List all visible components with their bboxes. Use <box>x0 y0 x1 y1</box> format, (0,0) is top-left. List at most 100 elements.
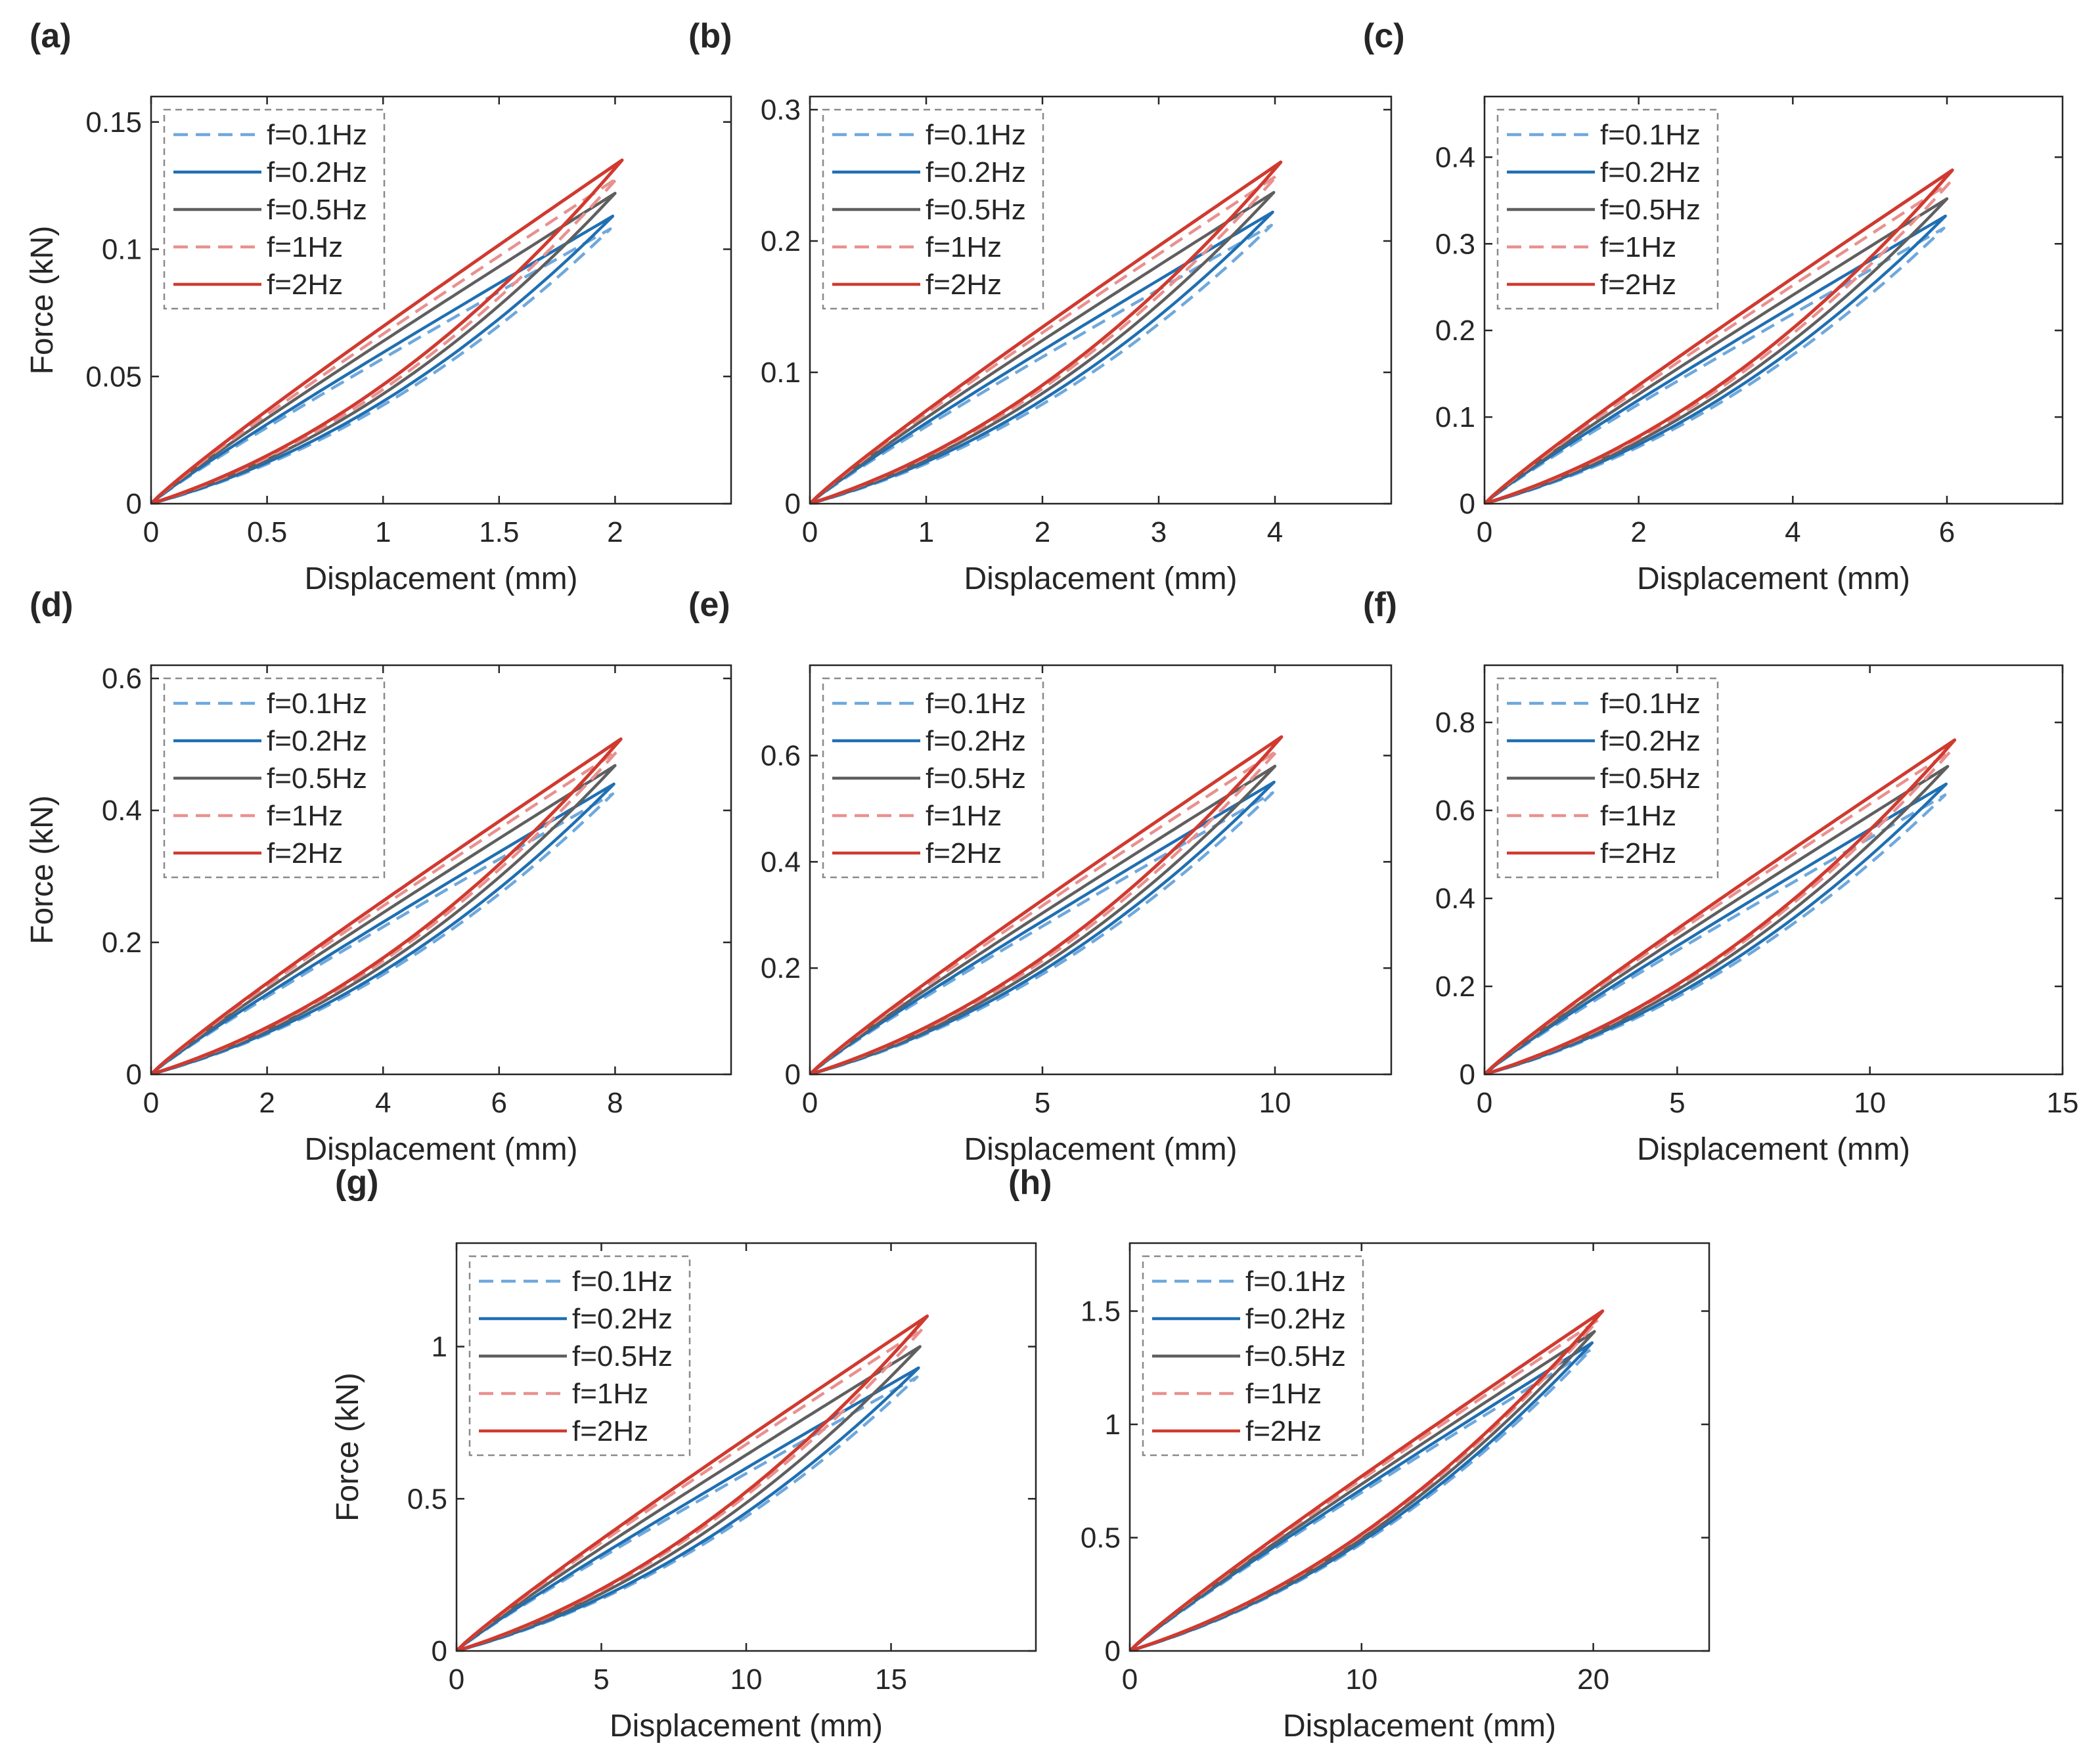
legend-entry: f=2Hz <box>926 837 1002 869</box>
x-tick-label: 0 <box>802 516 818 548</box>
x-tick-label: 0 <box>1477 516 1492 548</box>
legend-entry: f=1Hz <box>1600 800 1676 832</box>
legend-entry: f=0.5Hz <box>1245 1340 1346 1372</box>
legend-entry: f=0.1Hz <box>267 688 367 720</box>
y-tick-label: 0.2 <box>761 952 801 984</box>
x-tick-label: 5 <box>1669 1087 1685 1119</box>
y-tick-label: 0.1 <box>761 357 801 389</box>
legend-entry: f=0.2Hz <box>267 156 367 188</box>
series-line-f-2Hz <box>151 737 623 1074</box>
y-tick-label: 0.5 <box>407 1483 447 1515</box>
x-tick-label: 0 <box>1122 1663 1138 1696</box>
axes-box <box>809 664 1393 1076</box>
y-tick-label: 0.4 <box>1435 883 1475 915</box>
x-axis-title: Displacement (mm) <box>304 1132 577 1167</box>
series-line-f-2Hz <box>1130 1309 1605 1651</box>
x-axis-title: Displacement (mm) <box>964 1132 1237 1167</box>
series-line-f-1Hz <box>1485 181 1951 504</box>
series-line-f-2Hz <box>1485 738 1957 1074</box>
series-line-f-0-1Hz <box>1485 793 1947 1074</box>
panel-a: (a) 0 0.5 1 1.5 2 0 0.05 0.1 0.15 Displacement (mm… <box>25 17 732 596</box>
legend-entry: f=0.5Hz <box>1600 762 1701 795</box>
series-line-f-1Hz <box>810 173 1279 504</box>
panel-label: (b) <box>688 17 732 55</box>
legend: f=0.1Hz f=0.2Hz f=0.5Hz f=1Hz f=2Hz <box>163 677 386 879</box>
y-tick-label: 0 <box>1460 1059 1475 1091</box>
panel-d: (d) 0 2 4 6 8 0 0.2 0.4 0.6 Displacement (mm) Force… <box>25 586 732 1167</box>
y-tick-label: 0 <box>1460 488 1475 520</box>
panel-label: (g) <box>335 1164 378 1202</box>
x-tick-label: 0 <box>802 1087 818 1119</box>
x-tick-label: 4 <box>1267 516 1283 548</box>
legend: f=0.1Hz f=0.2Hz f=0.5Hz f=1Hz f=2Hz <box>163 108 386 310</box>
x-tick-label: 4 <box>375 1087 391 1119</box>
series-line-f-0-2Hz <box>151 782 615 1074</box>
legend: f=0.1Hz f=0.2Hz f=0.5Hz f=1Hz f=2Hz <box>1496 108 1719 310</box>
x-tick-label: 2 <box>607 516 623 548</box>
legend-entry: f=0.1Hz <box>1600 688 1701 720</box>
legend-entry: f=0.5Hz <box>926 194 1026 226</box>
y-tick-label: 0.2 <box>761 225 801 257</box>
legend-entry: f=2Hz <box>1600 837 1676 869</box>
legend-entry: f=2Hz <box>267 837 343 869</box>
panel-f: (f) 0 5 10 15 0 0.2 0.4 0.6 0.8 Displacement (mm) f… <box>1363 586 2078 1167</box>
x-tick-label: 1 <box>375 516 391 548</box>
y-tick-label: 0.8 <box>1435 707 1475 739</box>
legend: f=0.1Hz f=0.2Hz f=0.5Hz f=1Hz f=2Hz <box>822 108 1044 310</box>
x-axis-title: Displacement (mm) <box>1283 1709 1556 1744</box>
series-group <box>1485 168 1954 504</box>
panel-c: (c) 0 2 4 6 0 0.1 0.2 0.3 0.4 Displacement (mm) f=0… <box>1363 17 2064 596</box>
legend-entry: f=1Hz <box>926 231 1002 263</box>
panel-e: (e) 0 5 10 0 0.2 0.4 0.6 Displacement (mm) f=0.1H… <box>688 586 1393 1167</box>
series-line-f-2Hz <box>457 1314 929 1651</box>
y-tick-label: 0 <box>432 1635 447 1667</box>
axes-box <box>150 95 732 505</box>
series-line-f-0-2Hz <box>457 1366 920 1651</box>
legend-entry: f=0.2Hz <box>1600 725 1701 757</box>
axes-box <box>1483 95 2064 505</box>
x-tick-label: 10 <box>1854 1087 1886 1119</box>
x-tick-label: 2 <box>259 1087 275 1119</box>
y-tick-label: 0 <box>126 1059 142 1091</box>
legend-entry: f=1Hz <box>1245 1378 1322 1410</box>
x-tick-label: 0 <box>143 1087 159 1119</box>
series-line-f-0-5Hz <box>810 190 1276 504</box>
legend-entry: f=0.1Hz <box>926 119 1026 151</box>
y-axis-title: Force (kN) <box>330 1372 365 1522</box>
series-line-f-1Hz <box>151 176 619 504</box>
panel-label: (f) <box>1363 586 1397 624</box>
series-line-f-0-2Hz <box>810 780 1276 1074</box>
legend-entry: f=2Hz <box>267 269 343 301</box>
series-line-f-0-1Hz <box>1485 227 1946 504</box>
y-tick-label: 0.2 <box>1435 971 1475 1003</box>
series-group <box>1130 1309 1605 1651</box>
legend: f=0.1Hz f=0.2Hz f=0.5Hz f=1Hz f=2Hz <box>1142 1255 1364 1457</box>
x-tick-label: 0 <box>449 1663 464 1696</box>
y-tick-label: 0.4 <box>102 795 142 827</box>
legend-entry: f=0.5Hz <box>267 194 367 226</box>
series-line-f-0-1Hz <box>810 791 1274 1074</box>
x-axis-title: Displacement (mm) <box>964 561 1237 596</box>
panel-label: (e) <box>688 586 730 624</box>
legend-entry: f=0.1Hz <box>1245 1265 1346 1298</box>
legend-entry: f=0.1Hz <box>1600 119 1701 151</box>
y-tick-label: 1 <box>1105 1409 1121 1441</box>
x-tick-label: 6 <box>1939 516 1955 548</box>
x-axis-title: Displacement (mm) <box>1637 561 1910 596</box>
x-tick-label: 1 <box>918 516 934 548</box>
legend-entry: f=0.1Hz <box>267 119 367 151</box>
legend-entry: f=0.5Hz <box>926 762 1026 795</box>
legend: f=0.1Hz f=0.2Hz f=0.5Hz f=1Hz f=2Hz <box>822 677 1044 879</box>
x-tick-label: 10 <box>1259 1087 1291 1119</box>
series-line-f-0-2Hz <box>1485 782 1948 1074</box>
series-line-f-0-2Hz <box>1130 1341 1594 1651</box>
series-group <box>151 158 624 504</box>
x-tick-label: 0.5 <box>247 516 287 548</box>
y-axis-title: Force (kN) <box>25 226 60 375</box>
panel-label: (h) <box>1008 1164 1052 1202</box>
series-group <box>810 160 1283 504</box>
panel-label: (c) <box>1363 17 1405 55</box>
x-tick-label: 0 <box>143 516 159 548</box>
x-tick-label: 3 <box>1151 516 1167 548</box>
x-axis-title: Displacement (mm) <box>1637 1132 1910 1167</box>
